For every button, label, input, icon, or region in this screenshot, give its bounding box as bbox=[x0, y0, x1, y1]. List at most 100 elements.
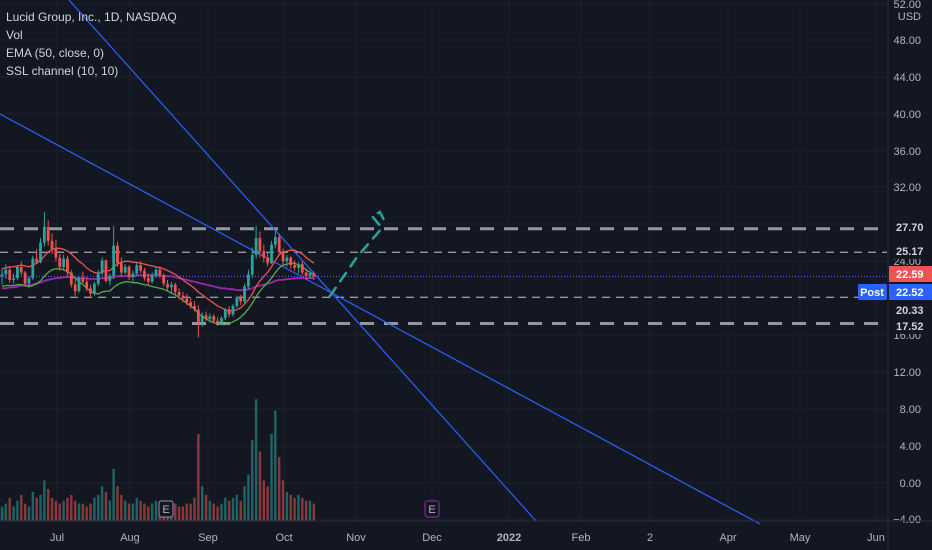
volume-bar bbox=[150, 503, 154, 521]
price-tag-box bbox=[889, 318, 932, 334]
volume-bar bbox=[4, 503, 8, 521]
trendline-shallow[interactable] bbox=[0, 113, 761, 525]
volume-bar bbox=[197, 434, 200, 521]
volume-bar bbox=[189, 503, 192, 521]
candle-body bbox=[35, 258, 39, 263]
volume-bar bbox=[174, 503, 177, 521]
candle-body bbox=[273, 237, 277, 245]
price-tag-box bbox=[889, 302, 932, 318]
candle-body bbox=[77, 278, 81, 292]
x-tick-label: 2022 bbox=[497, 532, 521, 544]
earnings-marker-box[interactable] bbox=[158, 500, 174, 518]
candle-body bbox=[31, 258, 35, 279]
candle-body bbox=[81, 278, 85, 282]
volume-bar bbox=[293, 497, 296, 521]
volume-bar bbox=[70, 494, 73, 521]
candle-body bbox=[46, 226, 50, 241]
candle-body bbox=[208, 316, 212, 319]
candle-body bbox=[0, 274, 4, 277]
x-tick-label: Feb bbox=[572, 532, 591, 544]
price-axis[interactable]: 52.0048.0044.0040.0036.0032.0028.0024.00… bbox=[858, 0, 932, 550]
projection-path[interactable] bbox=[328, 210, 388, 298]
candle-body bbox=[139, 265, 142, 271]
volume-bar bbox=[270, 434, 273, 521]
volume-bar bbox=[281, 480, 285, 521]
indicator-lines bbox=[1, 247, 315, 326]
candle-body bbox=[104, 260, 108, 281]
candle-body bbox=[170, 284, 173, 288]
price-tag-label: 22.59 bbox=[896, 269, 924, 281]
volume-bar bbox=[104, 492, 108, 521]
volume-bar bbox=[73, 500, 77, 521]
candle-body bbox=[266, 257, 270, 264]
candle-body bbox=[185, 298, 189, 303]
candle-body bbox=[39, 242, 42, 263]
candle-body bbox=[100, 260, 104, 274]
volume-bar bbox=[100, 486, 104, 521]
time-axis[interactable]: Jul Aug Sep Oct Nov Dec 2022 Feb 2 Apr May Jun bbox=[0, 520, 932, 544]
x-tick-label: Dec bbox=[422, 532, 442, 544]
price-tag-box bbox=[889, 243, 932, 259]
earnings-marker-box[interactable] bbox=[424, 500, 440, 518]
candle-body bbox=[19, 266, 23, 273]
x-tick-label: May bbox=[790, 532, 811, 544]
volume-bar bbox=[35, 497, 38, 521]
legend-title[interactable]: Lucid Group, Inc., 1D, NASDAQ bbox=[6, 10, 177, 24]
volume-bar bbox=[216, 506, 219, 521]
candle-body bbox=[193, 305, 196, 310]
earnings-marker-label: E bbox=[162, 504, 169, 516]
candle-body bbox=[281, 252, 285, 262]
price-tag-label: 20.33 bbox=[896, 305, 924, 317]
candle-body bbox=[27, 278, 31, 284]
legend-ema[interactable]: EMA (50, close, 0) bbox=[6, 46, 105, 60]
candle-body bbox=[58, 257, 62, 267]
volume-bar bbox=[39, 494, 42, 521]
volume-bars bbox=[0, 399, 316, 521]
volume-bar bbox=[243, 486, 246, 521]
legend-ssl[interactable]: SSL channel (10, 10) bbox=[6, 64, 119, 78]
volume-bar bbox=[58, 503, 61, 521]
ssl-upper-line bbox=[1, 247, 315, 312]
candle-body bbox=[177, 292, 181, 296]
x-tick-label: 2 bbox=[647, 532, 653, 544]
price-tag-box bbox=[889, 266, 932, 282]
candle-body bbox=[73, 284, 77, 292]
x-tick-label: Sep bbox=[198, 532, 218, 544]
candle-body bbox=[223, 309, 227, 319]
candle-body bbox=[8, 269, 12, 280]
volume-bar bbox=[89, 503, 92, 521]
candle-body bbox=[262, 251, 266, 258]
y-tick-label: 44.00 bbox=[893, 72, 921, 84]
x-tick-label: Jun bbox=[867, 532, 885, 544]
candle-body bbox=[277, 237, 281, 253]
chart-grid bbox=[0, 0, 887, 521]
volume-bar bbox=[12, 506, 15, 521]
volume-bar bbox=[227, 500, 231, 521]
projection-path-line[interactable] bbox=[328, 210, 388, 298]
volume-bar bbox=[131, 503, 135, 521]
candle-body bbox=[254, 238, 258, 255]
volume-bar bbox=[54, 500, 58, 521]
y-tick-label: −4.00 bbox=[893, 514, 921, 526]
volume-bar bbox=[23, 503, 27, 521]
candle-body bbox=[154, 269, 158, 276]
candle-body bbox=[146, 278, 150, 282]
price-tag-label: 17.52 bbox=[896, 321, 924, 333]
volume-bar bbox=[139, 500, 142, 521]
candle-body bbox=[69, 272, 73, 285]
volume-bar bbox=[154, 500, 158, 521]
trendlines[interactable] bbox=[0, 0, 761, 525]
candle-body bbox=[173, 284, 177, 293]
volume-bar bbox=[285, 492, 289, 521]
candle-body bbox=[166, 283, 169, 288]
post-label-box[interactable] bbox=[858, 284, 887, 300]
volume-bar bbox=[120, 494, 123, 521]
legend-vol[interactable]: Vol bbox=[6, 28, 23, 42]
candle-body bbox=[304, 272, 308, 277]
volume-bar bbox=[147, 506, 150, 521]
candle-body bbox=[119, 263, 123, 273]
volume-bar bbox=[254, 399, 258, 521]
trendline-steep[interactable] bbox=[60, 0, 537, 522]
